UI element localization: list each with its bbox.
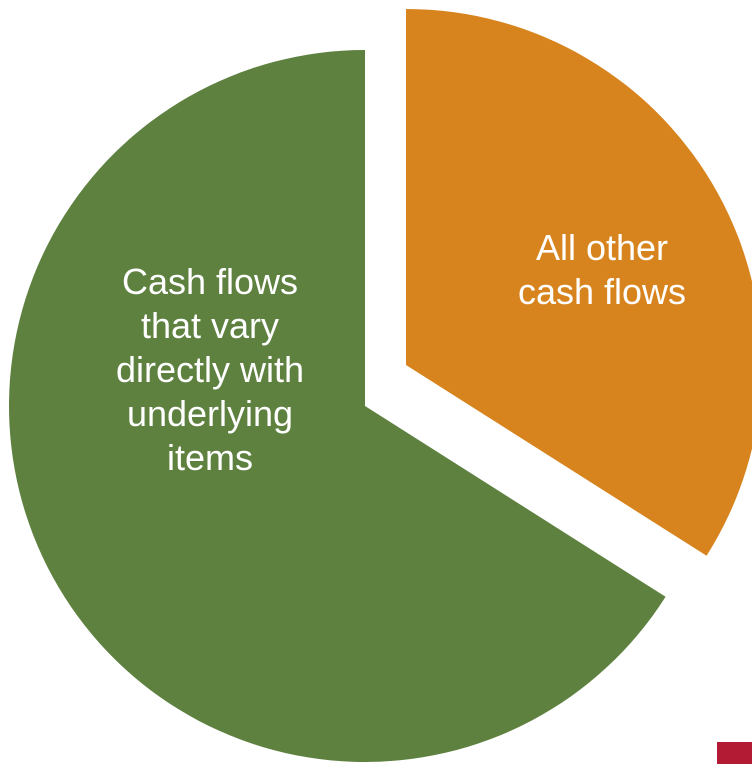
pie-slice-label-line: items bbox=[167, 437, 253, 478]
pie-slice-label-line: Cash flows bbox=[122, 261, 298, 302]
pie-slices bbox=[8, 9, 752, 762]
corner-accent-block bbox=[717, 742, 752, 764]
pie-slice-label-2: Cash flows that vary directly with underlyi… bbox=[116, 261, 304, 478]
pie-slice-2 bbox=[8, 50, 666, 762]
pie-slice-1 bbox=[406, 9, 752, 556]
pie-labels: All other cash flows Cash flows that vary di… bbox=[116, 227, 686, 478]
pie-slice-label-line: that vary bbox=[141, 305, 279, 346]
pie-slice-label-line: directly with bbox=[116, 349, 304, 390]
pie-slice-label-line: cash flows bbox=[518, 271, 686, 312]
pie-slice-label-line: All other bbox=[536, 227, 668, 268]
pie-slice-label-line: underlying bbox=[127, 393, 293, 434]
pie-slice-label-1: All other cash flows bbox=[518, 227, 686, 312]
